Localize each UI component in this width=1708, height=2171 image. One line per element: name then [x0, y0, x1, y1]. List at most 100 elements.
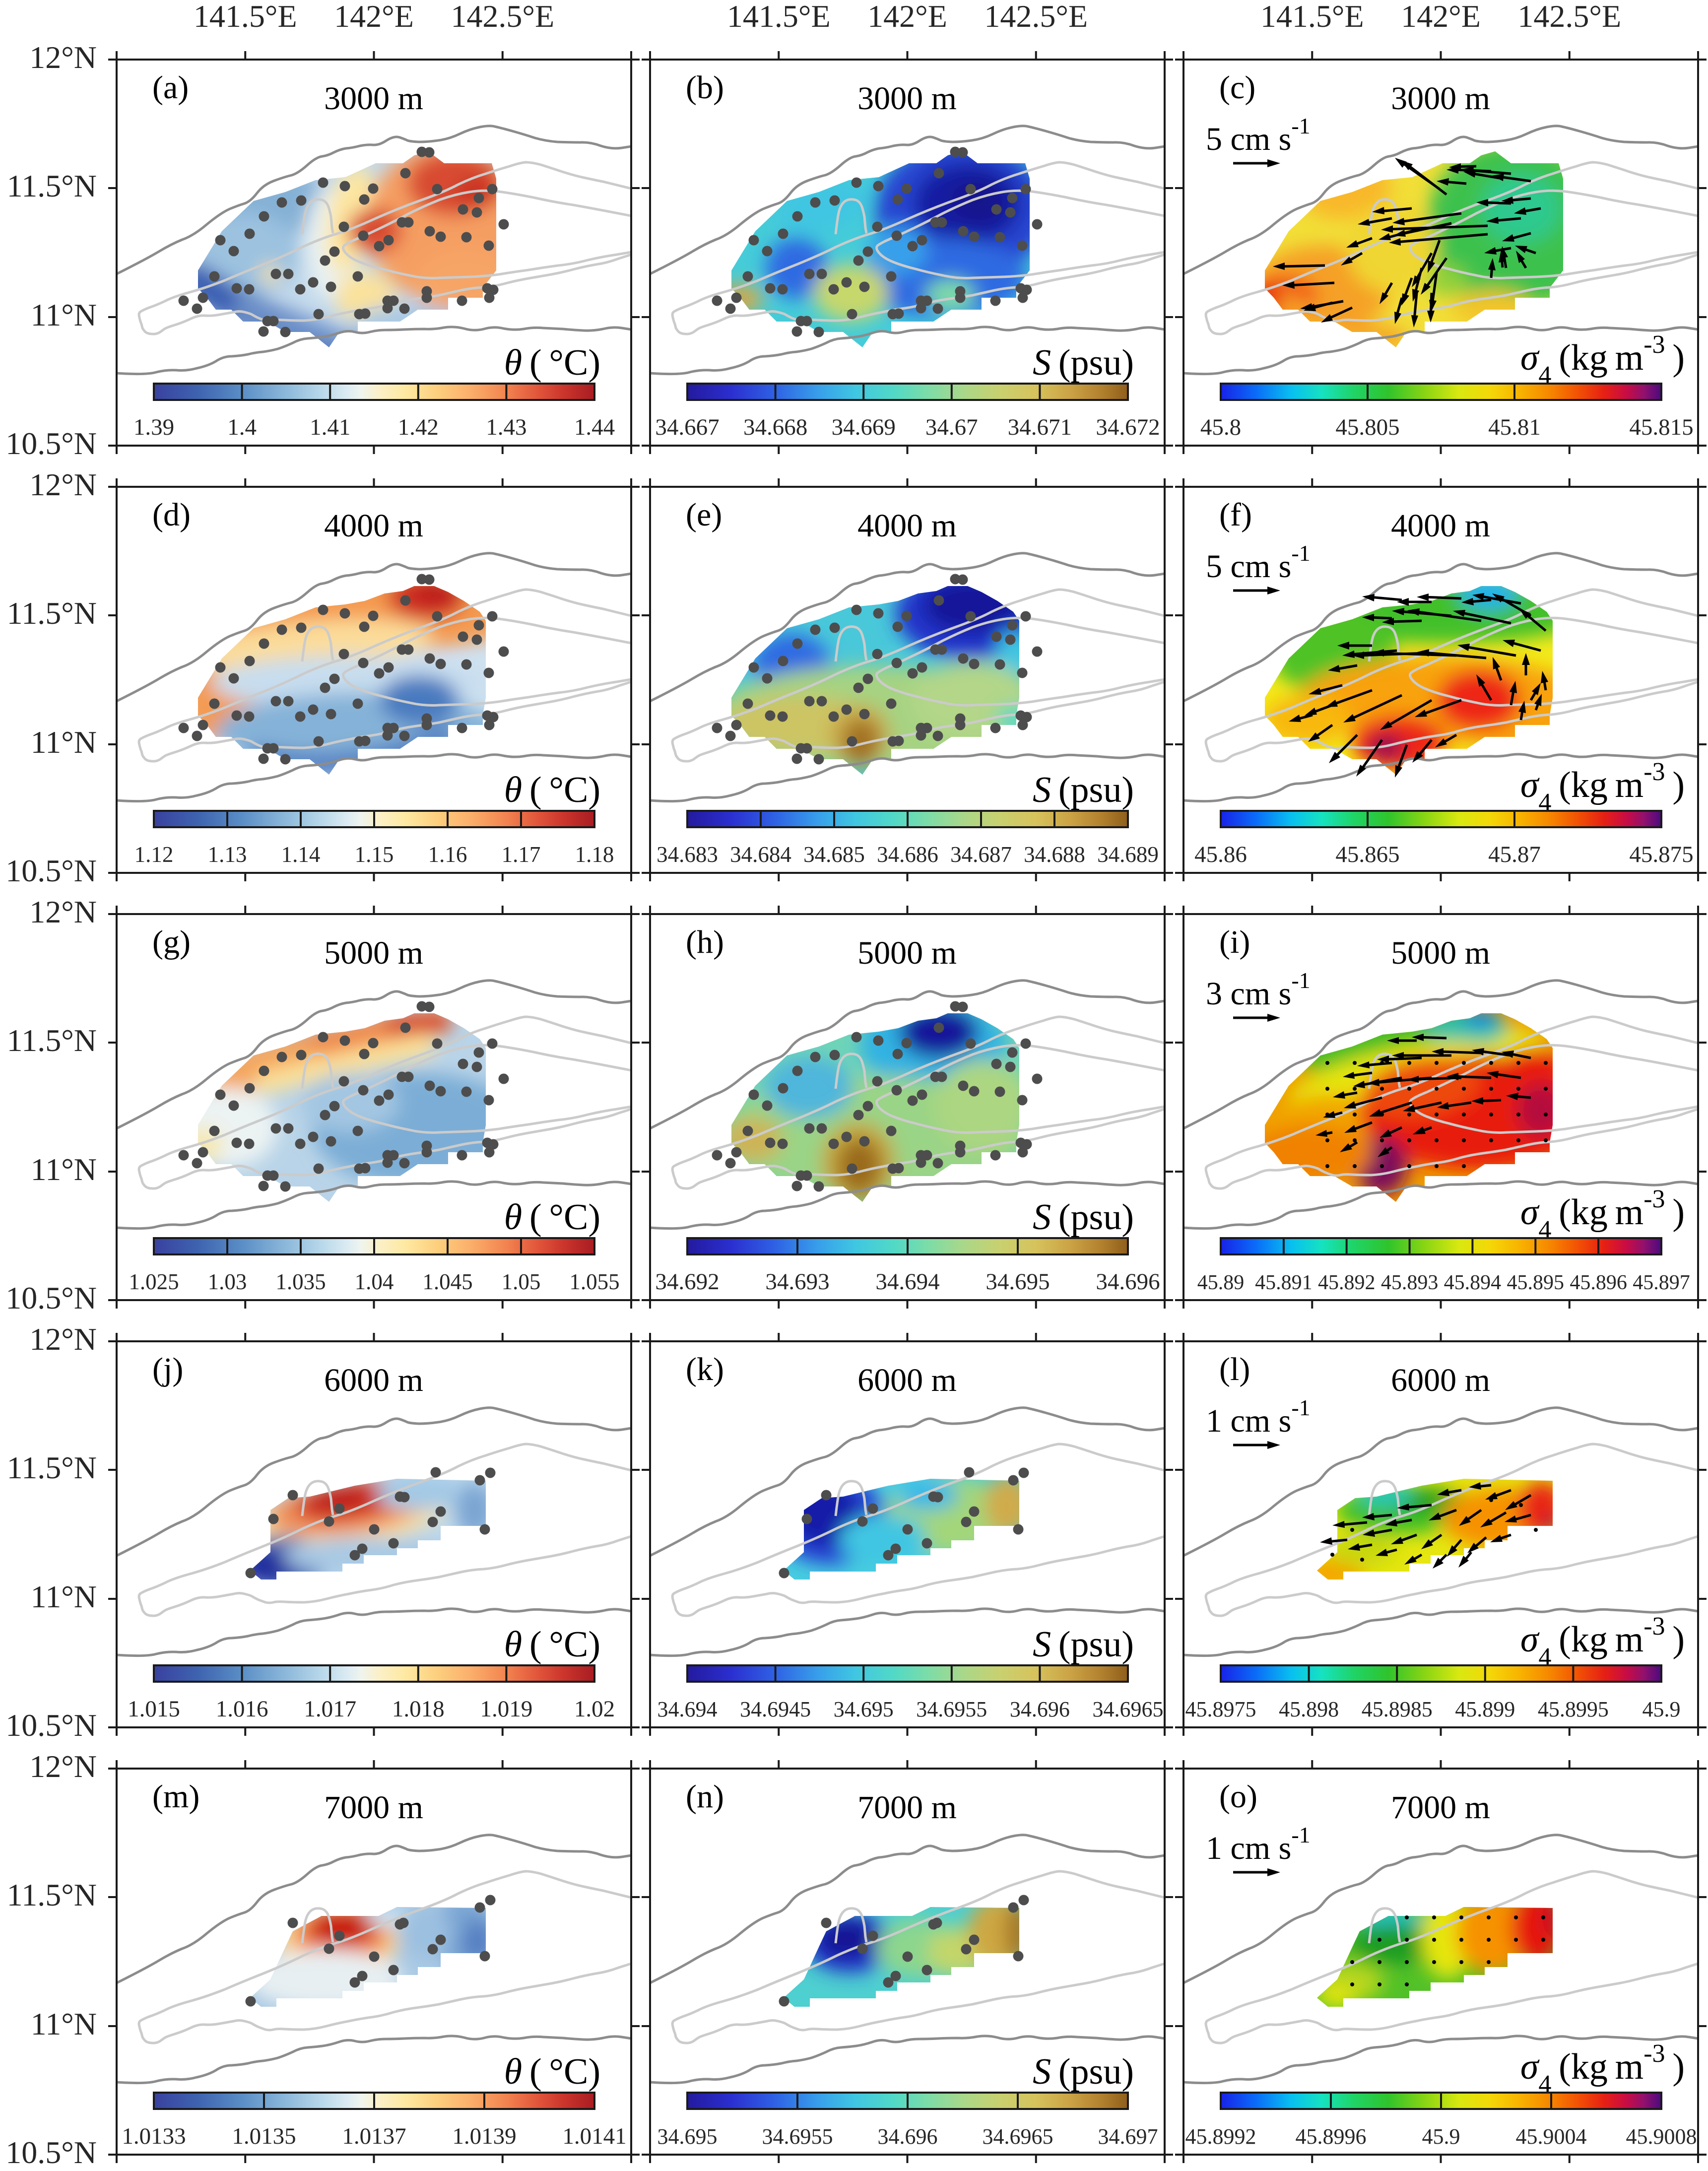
svg-text:45.893: 45.893: [1381, 1271, 1439, 1294]
svg-text:45.86: 45.86: [1194, 842, 1247, 867]
svg-text:34.683: 34.683: [657, 842, 718, 867]
svg-text:4000 m: 4000 m: [857, 508, 957, 544]
svg-text:45.81: 45.81: [1488, 414, 1541, 440]
svg-text:S (psu): S (psu): [1033, 342, 1134, 383]
svg-text:6000 m: 6000 m: [1391, 1362, 1490, 1398]
svg-text:1 cm s-1: 1 cm s-1: [1206, 1822, 1311, 1866]
svg-text:5000 m: 5000 m: [1391, 935, 1490, 971]
svg-text:34.696: 34.696: [1010, 1697, 1070, 1721]
svg-text:6000 m: 6000 m: [324, 1362, 423, 1398]
svg-text:45.9008: 45.9008: [1626, 2124, 1697, 2149]
svg-text:34.6945: 34.6945: [740, 1697, 811, 1721]
svg-text:34.695: 34.695: [985, 1269, 1050, 1295]
svg-text:1.15: 1.15: [355, 842, 394, 867]
svg-text:5 cm s-1: 5 cm s-1: [1206, 113, 1311, 157]
svg-text:θ ( °C): θ ( °C): [504, 2051, 600, 2092]
svg-text:34.667: 34.667: [655, 414, 719, 440]
svg-text:(c): (c): [1219, 69, 1255, 106]
svg-text:34.692: 34.692: [655, 1269, 719, 1295]
svg-text:45.8985: 45.8985: [1362, 1697, 1433, 1721]
svg-text:45.899: 45.899: [1455, 1697, 1515, 1721]
svg-text:3 cm s-1: 3 cm s-1: [1206, 968, 1311, 1012]
svg-text:(f): (f): [1219, 497, 1252, 533]
svg-text:34.695: 34.695: [657, 2124, 718, 2149]
svg-text:1.14: 1.14: [281, 842, 321, 867]
svg-text:1.02: 1.02: [574, 1696, 615, 1722]
svg-text:1.42: 1.42: [398, 414, 439, 440]
svg-text:6000 m: 6000 m: [857, 1362, 957, 1398]
svg-text:45.895: 45.895: [1507, 1271, 1565, 1294]
svg-text:34.688: 34.688: [1024, 842, 1085, 867]
svg-text:34.696: 34.696: [878, 2124, 938, 2149]
svg-text:σ4 (kg m-3 ): σ4 (kg m-3 ): [1520, 1185, 1685, 1244]
svg-text:45.875: 45.875: [1629, 842, 1693, 867]
svg-text:7000 m: 7000 m: [324, 1789, 423, 1826]
svg-text:(l): (l): [1219, 1351, 1250, 1387]
svg-text:34.6955: 34.6955: [916, 1697, 987, 1721]
svg-text:45.8992: 45.8992: [1185, 2124, 1256, 2149]
svg-text:1.41: 1.41: [310, 414, 350, 440]
svg-text:45.805: 45.805: [1335, 414, 1399, 440]
svg-text:1.04: 1.04: [355, 1269, 394, 1294]
svg-text:1.016: 1.016: [216, 1696, 268, 1722]
svg-text:34.695: 34.695: [834, 1697, 894, 1721]
svg-text:θ ( °C): θ ( °C): [504, 1624, 600, 1665]
svg-text:7000 m: 7000 m: [857, 1789, 957, 1826]
svg-text:1.05: 1.05: [502, 1269, 541, 1294]
svg-text:(m): (m): [152, 1778, 199, 1815]
svg-text:34.696: 34.696: [1096, 1269, 1160, 1295]
svg-text:34.687: 34.687: [950, 842, 1012, 867]
svg-text:S (psu): S (psu): [1033, 2051, 1134, 2092]
svg-text:34.684: 34.684: [730, 842, 791, 867]
svg-text:45.8995: 45.8995: [1538, 1697, 1609, 1721]
svg-text:θ ( °C): θ ( °C): [504, 1197, 600, 1238]
svg-text:45.898: 45.898: [1279, 1697, 1339, 1721]
svg-text:45.9: 45.9: [1422, 2124, 1460, 2149]
svg-text:(e): (e): [686, 497, 722, 533]
svg-text:1.019: 1.019: [480, 1696, 533, 1722]
svg-text:45.896: 45.896: [1570, 1271, 1627, 1294]
svg-text:S (psu): S (psu): [1033, 1197, 1134, 1238]
svg-text:45.897: 45.897: [1633, 1271, 1690, 1294]
svg-text:(o): (o): [1219, 1778, 1257, 1815]
svg-text:1.17: 1.17: [502, 842, 541, 867]
svg-text:1.16: 1.16: [428, 842, 467, 867]
svg-text:θ ( °C): θ ( °C): [504, 342, 600, 383]
svg-text:3000 m: 3000 m: [1391, 80, 1490, 117]
svg-text:34.694: 34.694: [875, 1269, 939, 1295]
svg-text:1.0135: 1.0135: [232, 2123, 296, 2149]
svg-text:45.9004: 45.9004: [1516, 2124, 1587, 2149]
svg-text:45.892: 45.892: [1318, 1271, 1376, 1294]
svg-text:34.686: 34.686: [877, 842, 938, 867]
svg-text:σ4 (kg m-3 ): σ4 (kg m-3 ): [1520, 2039, 1685, 2099]
svg-text:34.67: 34.67: [925, 414, 978, 440]
svg-text:1.017: 1.017: [304, 1696, 356, 1722]
svg-text:1.015: 1.015: [128, 1696, 180, 1722]
svg-text:45.9: 45.9: [1642, 1697, 1681, 1721]
svg-text:45.87: 45.87: [1488, 842, 1541, 867]
svg-text:5 cm s-1: 5 cm s-1: [1206, 540, 1311, 585]
svg-text:34.672: 34.672: [1096, 414, 1160, 440]
svg-text:1 cm s-1: 1 cm s-1: [1206, 1395, 1311, 1439]
svg-text:45.8: 45.8: [1200, 414, 1241, 440]
svg-text:45.815: 45.815: [1629, 414, 1693, 440]
svg-text:45.894: 45.894: [1444, 1271, 1502, 1294]
svg-text:45.865: 45.865: [1335, 842, 1399, 867]
svg-text:5000 m: 5000 m: [324, 935, 423, 971]
svg-text:1.43: 1.43: [486, 414, 526, 440]
svg-text:45.8996: 45.8996: [1296, 2124, 1367, 2149]
svg-text:σ4 (kg m-3 ): σ4 (kg m-3 ): [1520, 330, 1685, 390]
svg-text:34.6965: 34.6965: [983, 2124, 1053, 2149]
svg-text:1.0141: 1.0141: [562, 2123, 626, 2149]
svg-text:34.669: 34.669: [832, 414, 896, 440]
svg-text:(k): (k): [686, 1351, 724, 1387]
svg-text:1.0139: 1.0139: [452, 2123, 516, 2149]
svg-text:45.891: 45.891: [1255, 1271, 1313, 1294]
svg-text:34.689: 34.689: [1097, 842, 1159, 867]
svg-text:(i): (i): [1219, 924, 1250, 960]
svg-text:1.4: 1.4: [227, 414, 257, 440]
svg-text:σ4 (kg m-3 ): σ4 (kg m-3 ): [1520, 758, 1685, 817]
svg-text:1.055: 1.055: [569, 1269, 619, 1294]
svg-text:(a): (a): [152, 69, 189, 106]
svg-text:1.44: 1.44: [574, 414, 615, 440]
